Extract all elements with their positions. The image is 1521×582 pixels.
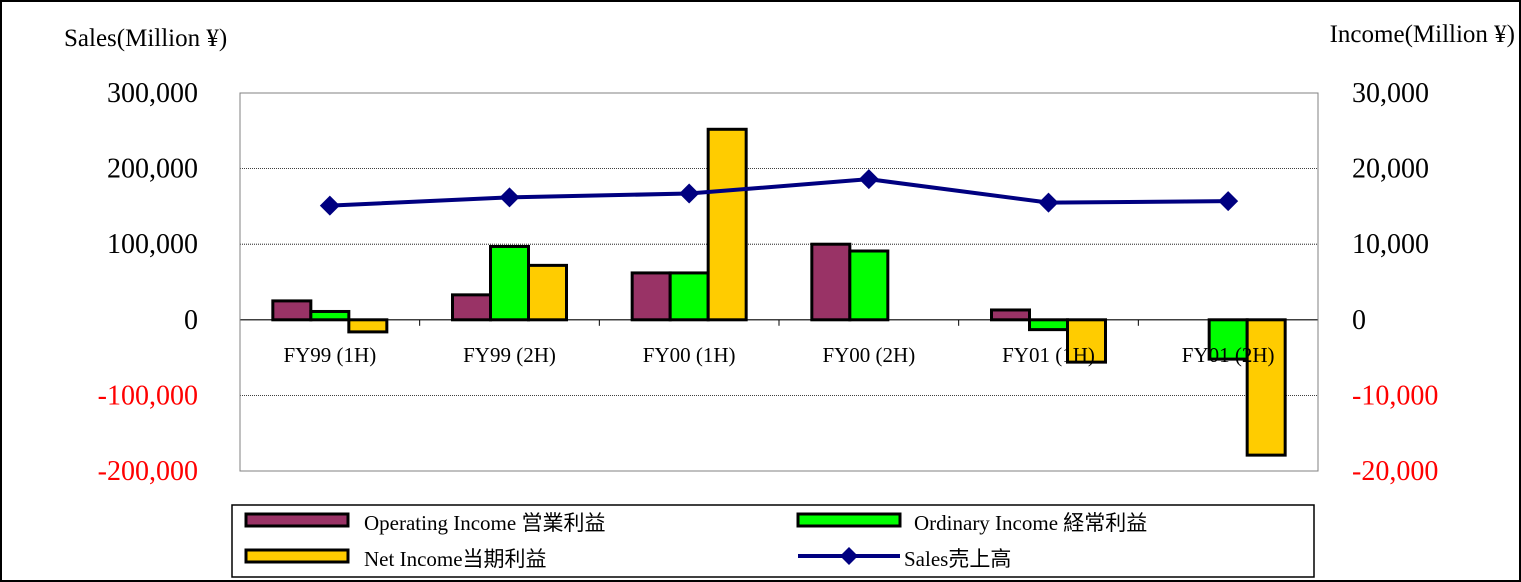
category-label: FY99 (2H): [463, 343, 556, 367]
left-axis-ticks: 300,000 200,000 100,000 0 -100,000 -200,000: [98, 78, 198, 487]
bar-ordinary-5: [1207, 318, 1249, 361]
bars: [271, 127, 1287, 457]
right-tick-label: 10,000: [1352, 229, 1429, 260]
right-axis-ticks: 30,000 20,000 10,000 0 -10,000 -20,000: [1352, 78, 1438, 487]
bar-ordinary-4: [1028, 318, 1069, 332]
sales-line-path: [329, 177, 1229, 208]
legend-swatch-operating-income: [244, 512, 350, 528]
sales-point-2: [679, 183, 700, 204]
right-tick-label: 0: [1352, 305, 1366, 336]
legend-swatch-net-income: [244, 548, 350, 564]
bar-operating-2: [630, 271, 672, 322]
left-tick-label: -100,000: [98, 380, 198, 411]
legend-label-ordinary-income: Ordinary Income 経常利益: [914, 511, 1147, 535]
bar-operating-0: [271, 299, 313, 322]
legend-label-net-income: Net Income当期利益: [364, 547, 547, 571]
right-tick-label: -20,000: [1352, 456, 1438, 487]
bar-net-4: [1066, 318, 1107, 364]
bar-operating-1: [451, 293, 492, 322]
bar-operating-3: [810, 242, 852, 322]
right-tick-label: -10,000: [1352, 380, 1438, 411]
bar-net-2: [706, 127, 748, 322]
plot-area: [239, 92, 1319, 472]
bar-ordinary-3: [848, 249, 890, 322]
right-axis-title: Income(Million ¥): [1330, 21, 1515, 48]
category-label: FY00 (2H): [822, 343, 915, 367]
legend-swatch-ordinary-income: [796, 512, 902, 528]
bar-net-0: [347, 318, 389, 334]
bar-net-1: [527, 263, 568, 322]
legend: Operating Income 営業利益 Ordinary Income 経常…: [231, 504, 1315, 578]
legend-swatch-sales-marker: [840, 547, 858, 565]
left-tick-label: 0: [184, 305, 198, 336]
sales-point-1: [499, 187, 520, 208]
left-axis-title: Sales(Million ¥): [64, 25, 227, 52]
bar-net-5: [1245, 318, 1287, 457]
legend-label-operating-income: Operating Income 営業利益: [364, 511, 605, 535]
right-tick-label: 20,000: [1352, 154, 1429, 185]
sales-line: [319, 169, 1239, 216]
legend-label-sales: Sales売上高: [904, 547, 1011, 571]
category-label: FY99 (1H): [283, 343, 376, 367]
bar-ordinary-1: [489, 244, 530, 322]
left-tick-label: -200,000: [98, 456, 198, 487]
sales-point-5: [1218, 191, 1239, 212]
left-tick-label: 300,000: [107, 78, 198, 109]
sales-point-4: [1038, 192, 1059, 213]
right-tick-label: 30,000: [1352, 78, 1429, 109]
sales-point-0: [319, 195, 340, 216]
left-tick-label: 200,000: [107, 154, 198, 185]
category-label: FY00 (1H): [643, 343, 736, 367]
bar-ordinary-0: [309, 309, 351, 322]
category-labels: FY99 (1H) FY99 (2H) FY00 (1H) FY00 (2H) FY01…: [283, 343, 1274, 367]
category-label: FY01 (2H): [1182, 343, 1275, 367]
category-label: FY01 (1H): [1002, 343, 1095, 367]
sales-point-3: [858, 169, 879, 190]
legend-box: [231, 504, 1315, 578]
bar-operating-4: [990, 308, 1031, 322]
left-tick-label: 100,000: [107, 229, 198, 260]
bar-ordinary-2: [668, 271, 710, 322]
